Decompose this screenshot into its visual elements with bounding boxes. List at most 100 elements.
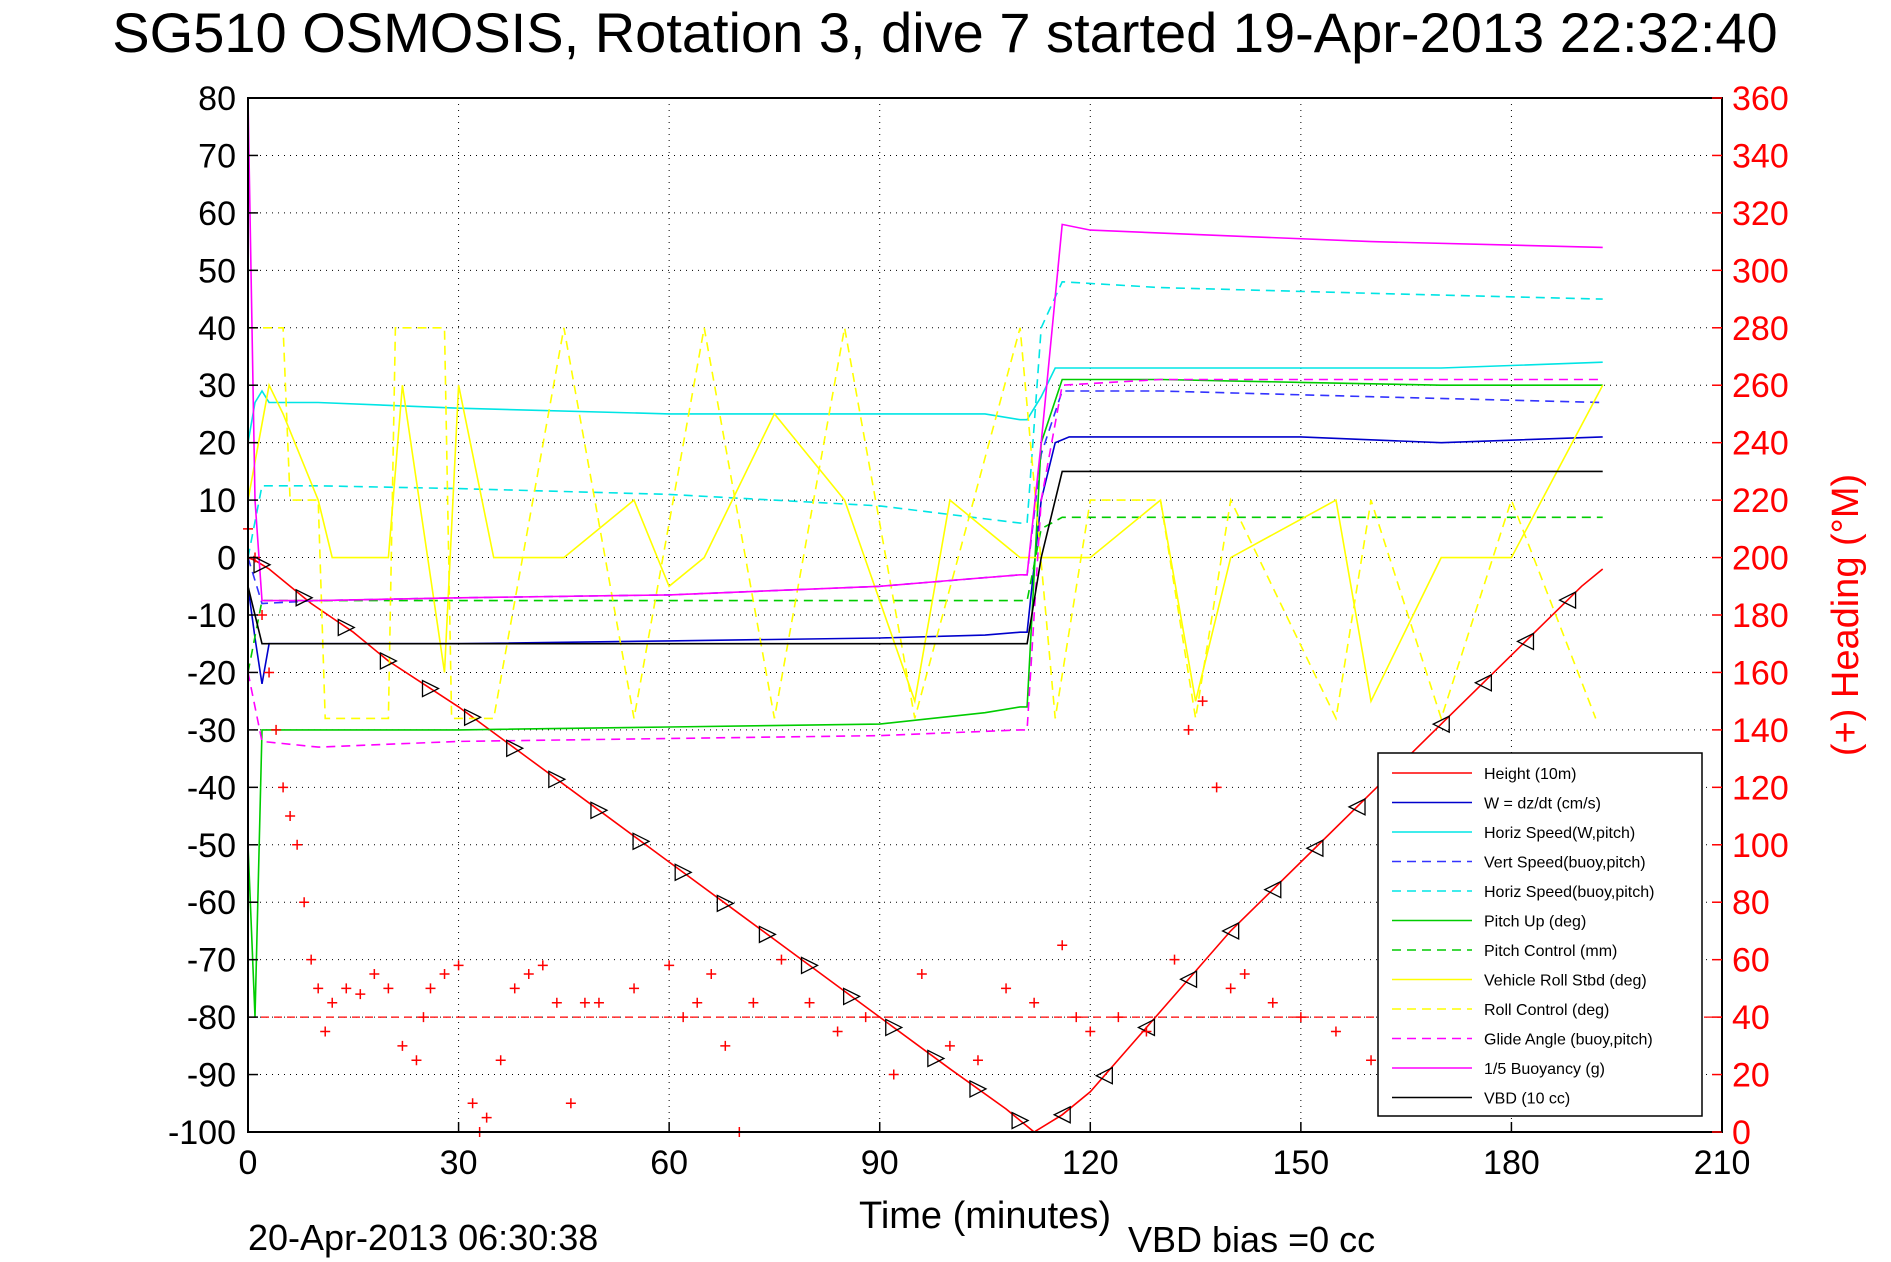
depth-marker bbox=[842, 987, 862, 1006]
legend-entry: Horiz Speed(W,pitch) bbox=[1484, 825, 1635, 842]
heading-point bbox=[1183, 724, 1194, 735]
heading-point bbox=[341, 983, 352, 994]
y-right-tick-label: 320 bbox=[1732, 195, 1789, 233]
depth-marker bbox=[1473, 673, 1493, 692]
y-right-tick-label: 300 bbox=[1732, 252, 1789, 290]
y-tick-label: -20 bbox=[187, 654, 236, 692]
y-right-tick-label: 80 bbox=[1732, 884, 1770, 922]
x-tick-label: 150 bbox=[1272, 1144, 1329, 1182]
heading-point bbox=[383, 983, 394, 994]
y-right-axis-ticks: 3603403203002802602402202001801601401201… bbox=[1712, 80, 1789, 1152]
series-line-8 bbox=[248, 326, 1597, 722]
heading-point bbox=[355, 989, 366, 1000]
y-right-tick-label: 160 bbox=[1732, 654, 1789, 692]
y-right-tick-label: 0 bbox=[1732, 1114, 1751, 1152]
series-line-2 bbox=[247, 361, 1603, 443]
footer-vbd-bias: VBD bias =0 cc bbox=[1128, 1219, 1375, 1260]
legend-entry: Horiz Speed(buoy,pitch) bbox=[1484, 884, 1654, 901]
heading-point bbox=[593, 997, 604, 1008]
depth-marker bbox=[379, 651, 398, 671]
depth-marker bbox=[758, 925, 777, 944]
heading-point bbox=[313, 983, 324, 994]
depth-marker bbox=[295, 588, 314, 607]
series-line-7 bbox=[247, 382, 1604, 705]
y-right-tick-label: 220 bbox=[1732, 482, 1789, 520]
series-line-3 bbox=[247, 390, 1603, 605]
y-tick-label: 70 bbox=[198, 137, 236, 175]
heading-point bbox=[1113, 1012, 1124, 1023]
heading-point bbox=[1001, 983, 1012, 994]
heading-point bbox=[257, 610, 268, 620]
heading-point bbox=[1085, 1026, 1096, 1037]
heading-series bbox=[243, 523, 1377, 1137]
y-tick-label: 10 bbox=[198, 482, 236, 520]
depth-marker bbox=[969, 1079, 988, 1098]
heading-point bbox=[439, 969, 450, 980]
series-line-11 bbox=[247, 470, 1603, 645]
heading-point bbox=[565, 1098, 576, 1109]
x-tick-label: 120 bbox=[1062, 1144, 1119, 1182]
y-tick-label: -80 bbox=[187, 999, 236, 1037]
heading-point bbox=[411, 1055, 422, 1066]
legend: Height (10m) W = dz/dt (cm/s) Horiz Speed(… bbox=[1377, 752, 1703, 1117]
series-line-9 bbox=[247, 378, 1603, 748]
depth-marker bbox=[1558, 591, 1577, 610]
y-tick-label: -40 bbox=[187, 769, 236, 807]
heading-point bbox=[292, 839, 303, 850]
x-tick-label: 210 bbox=[1694, 1144, 1751, 1182]
series-layer bbox=[247, 97, 1604, 1133]
depth-marker bbox=[590, 801, 609, 820]
x-tick-label: 30 bbox=[440, 1144, 478, 1182]
y-right-tick-label: 40 bbox=[1732, 999, 1770, 1037]
y-tick-label: -70 bbox=[187, 942, 236, 980]
y-right-tick-label: 340 bbox=[1732, 137, 1789, 175]
y-tick-label: 40 bbox=[198, 310, 236, 348]
heading-point bbox=[418, 1012, 429, 1023]
heading-point bbox=[860, 1012, 871, 1023]
legend-entry: Height (10m) bbox=[1484, 766, 1576, 783]
x-axis-ticks: 0 30 60 90 120 150 180 210 bbox=[239, 1122, 1751, 1182]
depth-marker bbox=[253, 555, 272, 574]
heading-point bbox=[664, 960, 675, 971]
heading-point bbox=[1141, 1026, 1152, 1037]
heading-point bbox=[972, 1055, 983, 1066]
heading-point bbox=[1225, 983, 1236, 994]
x-tick-label: 60 bbox=[650, 1144, 688, 1182]
heading-point bbox=[1239, 969, 1250, 980]
y-tick-label: -50 bbox=[187, 827, 236, 865]
heading-point bbox=[509, 983, 520, 994]
depth-marker bbox=[548, 770, 567, 789]
y-tick-label: 50 bbox=[198, 252, 236, 290]
heading-point bbox=[1057, 940, 1068, 951]
heading-point bbox=[425, 983, 436, 994]
y-tick-label: -30 bbox=[187, 712, 236, 750]
heading-point bbox=[306, 954, 317, 965]
depth-marker bbox=[1011, 1111, 1030, 1130]
y-tick-label: -100 bbox=[168, 1114, 236, 1152]
heading-point bbox=[327, 997, 338, 1008]
depth-marker bbox=[1305, 839, 1324, 858]
footer-timestamp: 20-Apr-2013 06:30:38 bbox=[248, 1217, 598, 1258]
heading-point bbox=[1295, 1012, 1306, 1023]
y-right-tick-label: 360 bbox=[1732, 80, 1789, 118]
x-tick-label: 90 bbox=[861, 1144, 899, 1182]
depth-marker bbox=[1431, 715, 1450, 734]
depth-marker bbox=[1263, 880, 1282, 899]
y-right-tick-label: 20 bbox=[1732, 1057, 1770, 1095]
depth-marker bbox=[1052, 1105, 1071, 1124]
y-right-axis-label: (+) Heading (°M) bbox=[1825, 474, 1867, 756]
heading-point bbox=[467, 1098, 478, 1109]
heading-point bbox=[1197, 696, 1208, 707]
legend-entry: Pitch Up (deg) bbox=[1484, 914, 1586, 931]
depth-marker bbox=[506, 739, 525, 758]
depth-marker bbox=[716, 894, 735, 913]
y-right-tick-label: 60 bbox=[1732, 942, 1770, 980]
depth-marker bbox=[1347, 797, 1366, 816]
heading-point bbox=[1169, 954, 1180, 965]
y-right-tick-label: 120 bbox=[1732, 769, 1789, 807]
heading-point bbox=[692, 997, 703, 1008]
depth-marker bbox=[674, 863, 693, 882]
heading-point bbox=[264, 667, 275, 678]
series-line-4 bbox=[247, 280, 1603, 558]
